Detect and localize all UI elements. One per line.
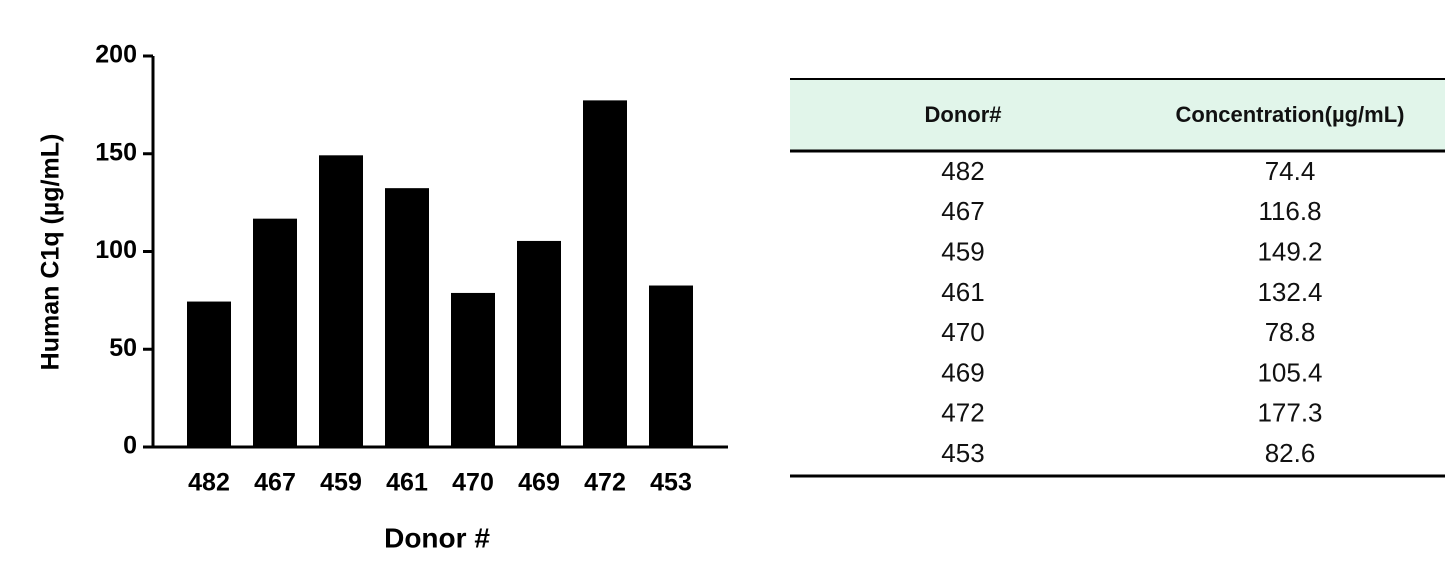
table-header-bg — [790, 80, 1445, 151]
table-cell: 453 — [941, 438, 984, 468]
x-tick-label: 482 — [188, 469, 230, 497]
x-tick-label: 453 — [650, 469, 692, 497]
x-tick-label: 459 — [320, 469, 362, 497]
table-cell: 177.3 — [1257, 398, 1322, 428]
y-tick-label: 200 — [95, 41, 137, 69]
bar — [385, 188, 429, 447]
bar — [583, 100, 627, 447]
table-cell: 470 — [941, 317, 984, 347]
table-cell: 116.8 — [1258, 196, 1321, 226]
x-tick-label: 470 — [452, 469, 494, 497]
table-cell: 132.4 — [1257, 277, 1322, 307]
bar — [187, 301, 231, 447]
table-cell: 461 — [941, 277, 984, 307]
bar — [517, 240, 561, 447]
bar — [253, 218, 297, 447]
table-cell: 74.4 — [1265, 156, 1316, 186]
y-axis-label: Human C1q (µg/mL) — [37, 134, 65, 371]
table-cell: 472 — [941, 398, 984, 428]
y-tick-label: 50 — [109, 334, 137, 362]
x-axis-label: Donor # — [384, 522, 490, 553]
table-cell: 105.4 — [1257, 357, 1322, 387]
table-cell: 149.2 — [1257, 236, 1322, 266]
y-tick-label: 0 — [123, 432, 137, 460]
table-cell: 482 — [941, 156, 984, 186]
table-cell: 469 — [941, 357, 984, 387]
table-cell: 78.8 — [1265, 317, 1316, 347]
table-cell: 459 — [941, 236, 984, 266]
y-tick-label: 150 — [95, 138, 137, 166]
y-tick-label: 100 — [95, 236, 137, 264]
x-tick-label: 461 — [386, 469, 428, 497]
x-tick-label: 472 — [584, 469, 626, 497]
bar — [319, 155, 363, 447]
table-cell: 467 — [941, 196, 984, 226]
x-tick-label: 467 — [254, 469, 296, 497]
table-header: Donor# — [925, 102, 1002, 127]
bar — [649, 285, 693, 447]
bar — [451, 292, 495, 447]
x-tick-label: 469 — [518, 469, 560, 497]
table-cell: 82.6 — [1265, 438, 1316, 468]
table-header: Concentration(µg/mL) — [1176, 102, 1405, 127]
